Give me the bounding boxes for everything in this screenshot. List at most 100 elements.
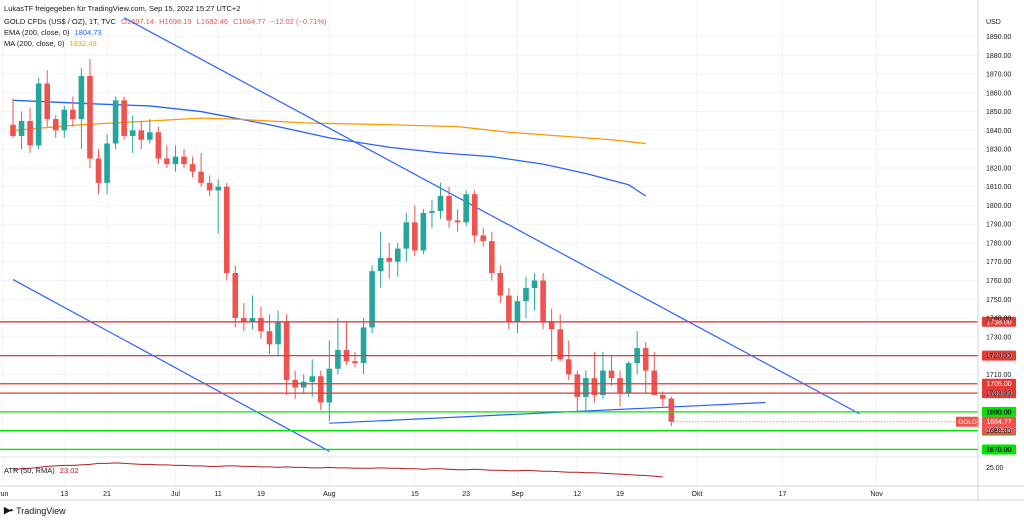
- candle-body: [266, 331, 273, 345]
- atr-value: 23.02: [59, 466, 79, 475]
- x-tick-label: Okt: [692, 491, 703, 498]
- y-tick-label: 1740.00: [986, 316, 1011, 323]
- candle-body: [198, 171, 204, 183]
- candle-body: [352, 361, 358, 364]
- candle-body: [437, 196, 444, 212]
- candle-body: [215, 186, 221, 191]
- candle-body: [18, 120, 25, 136]
- y-tick-label: 1860.00: [986, 90, 1011, 97]
- candle-body: [78, 75, 85, 120]
- candle-body: [625, 363, 632, 394]
- candle-body: [35, 83, 42, 146]
- level-label-box: [982, 388, 1016, 399]
- atr-label[interactable]: ATR (50, RMA): [4, 466, 55, 475]
- brand-name: TradingView: [16, 505, 66, 516]
- candle-body: [112, 100, 119, 144]
- price-change: −12.02 (−0.71%): [270, 17, 327, 26]
- ma-value: 1832.49: [69, 39, 97, 48]
- x-tick-label: 19: [616, 491, 624, 498]
- symbol-line[interactable]: GOLD CFDs (US$ / OZ), 1T, TVC O1697.14 H…: [4, 17, 330, 26]
- candle-body: [87, 75, 93, 159]
- y-tick-label: 1790.00: [986, 222, 1011, 229]
- candle-body: [420, 212, 427, 251]
- atr-tick-label: 25.00: [986, 465, 1004, 472]
- y-tick-label: 1880.00: [986, 53, 1011, 60]
- candle-body: [223, 186, 230, 274]
- symbol-tag-box: [956, 416, 979, 427]
- share-text: LukasTF freigegeben für TradingView.com,…: [4, 4, 241, 13]
- level-label: 1720.00: [986, 353, 1011, 360]
- y-tick-label: 1810.00: [986, 184, 1011, 191]
- candle-body: [104, 143, 110, 183]
- level-label-box: [982, 444, 1016, 455]
- y-tick-label: 1820.00: [986, 165, 1011, 172]
- candle-body: [600, 370, 606, 396]
- candle-body: [591, 378, 598, 396]
- y-tick-label: 1890.00: [986, 34, 1011, 41]
- level-label: 1738.00: [986, 319, 1011, 326]
- ma-label[interactable]: MA (200, close, 0): [4, 39, 65, 48]
- candle-body: [574, 374, 581, 397]
- share-line: LukasTF freigegeben für TradingView.com,…: [4, 4, 243, 13]
- candle-body: [540, 280, 546, 322]
- ema-legend[interactable]: EMA (200, close, 0) 1804.73: [4, 28, 105, 37]
- candle-body: [369, 271, 375, 328]
- x-tick-label: 21: [103, 491, 111, 498]
- x-tick-label: Jun: [0, 491, 8, 498]
- candle-body: [95, 158, 102, 183]
- ma-legend[interactable]: MA (200, close, 0) 1832.49: [4, 39, 100, 48]
- ema-label[interactable]: EMA (200, close, 0): [4, 28, 70, 37]
- y-tick-label: 1750.00: [986, 297, 1011, 304]
- x-tick-label: 19: [257, 491, 265, 498]
- level-label-box: [982, 406, 1016, 417]
- y-tick-label: 1670.00: [986, 447, 1011, 454]
- candle-body: [44, 83, 50, 120]
- y-tick-label: 1780.00: [986, 240, 1011, 247]
- candle-body: [360, 327, 367, 364]
- level-label: 1705.00: [986, 381, 1011, 388]
- level-label: 1670.00: [986, 447, 1011, 454]
- tradingview-logo-icon: ▶▪: [4, 505, 13, 515]
- candle-body: [138, 130, 145, 140]
- candle-body: [471, 194, 478, 236]
- candle-body: [52, 119, 59, 131]
- ema-200-line: [12, 99, 647, 197]
- x-tick-label: Jul: [171, 491, 180, 498]
- candle-body: [258, 318, 264, 332]
- y-tick-label: 1700.00: [986, 391, 1011, 398]
- candle-body: [583, 378, 589, 397]
- candle-body: [497, 273, 504, 296]
- candle-body: [181, 156, 187, 165]
- candle-body: [514, 301, 521, 322]
- candle-body: [531, 280, 538, 289]
- candle-body: [283, 321, 290, 380]
- candle-body: [506, 295, 512, 322]
- ohlc-low: L1682.46: [196, 17, 229, 26]
- atr-legend[interactable]: ATR (50, RMA) 23.02: [4, 466, 82, 475]
- candle-body: [147, 132, 153, 140]
- y-tick-label: 1830.00: [986, 147, 1011, 154]
- y-tick-label: 1840.00: [986, 128, 1011, 135]
- y-tick-label: 1870.00: [986, 72, 1011, 79]
- x-tick-label: 12: [573, 491, 581, 498]
- candle-body: [608, 370, 615, 379]
- candle-body: [155, 132, 162, 159]
- candle-body: [429, 211, 435, 213]
- candle-body: [61, 109, 68, 131]
- level-label: 1690.00: [986, 409, 1011, 416]
- y-tick-label: 1760.00: [986, 278, 1011, 285]
- candle-body: [617, 378, 623, 394]
- indicator-lines: [12, 17, 860, 452]
- ohlc-open: O1697.14: [121, 17, 155, 26]
- y-tick-label: 1680.00: [986, 428, 1011, 435]
- candle-body: [189, 164, 196, 172]
- y-tick-label: 1720.00: [986, 353, 1011, 360]
- candle-body: [249, 318, 256, 322]
- y-tick-label: 1850.00: [986, 109, 1011, 116]
- x-tick-label: 15: [411, 491, 419, 498]
- candle-body: [386, 257, 392, 262]
- candle-body: [565, 359, 572, 375]
- candle-body: [326, 368, 333, 403]
- symbol-name[interactable]: GOLD CFDs (US$ / OZ), 1T, TVC: [4, 17, 116, 26]
